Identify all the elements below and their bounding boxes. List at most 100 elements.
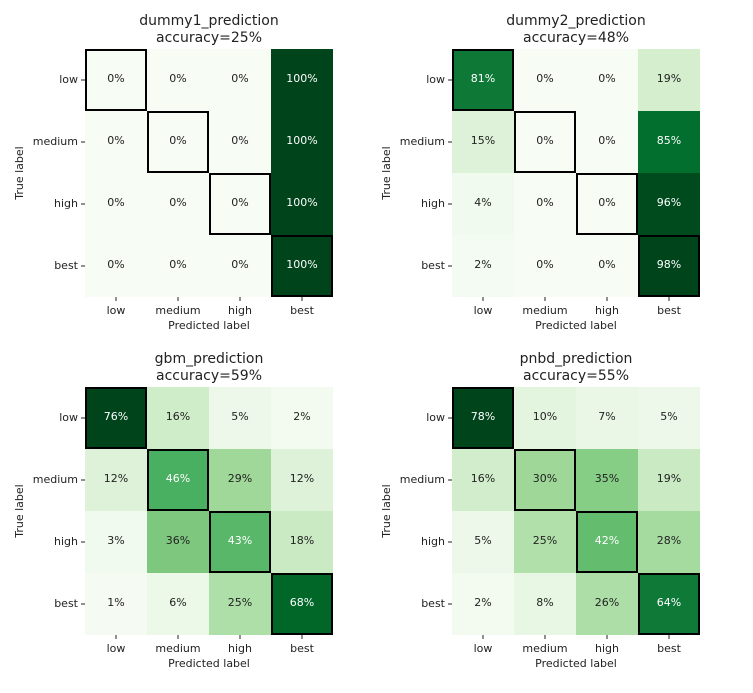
chart-subtitle-accuracy: accuracy=25% [156,30,262,46]
heatmap-cell [638,111,700,173]
heatmap-cell [452,111,514,173]
diagonal-cell-outline [271,573,333,635]
cell-value-label: 30% [533,472,557,485]
heatmap-cell [576,173,638,235]
x-tick-label: low [474,642,493,655]
y-axis-label: True label [13,484,26,538]
cell-value-label: 98% [657,258,681,271]
x-tick-label: medium [155,642,200,655]
cell-value-label: 0% [598,196,615,209]
y-axis-label: True label [380,484,393,538]
y-tick-label: low [59,73,78,86]
cell-value-label: 19% [657,72,681,85]
cell-value-label: 0% [598,258,615,271]
y-tick-label: medium [33,135,78,148]
cell-value-label: 0% [107,258,124,271]
cell-value-label: 0% [231,258,248,271]
cell-value-label: 85% [657,134,681,147]
cell-value-label: 36% [166,534,190,547]
heatmap-cell [514,387,576,449]
cell-value-label: 5% [231,410,248,423]
x-axis-label: Predicted label [168,319,250,332]
heatmap-cell [209,573,271,635]
chart-subtitle-accuracy: accuracy=48% [523,30,629,46]
cell-value-label: 5% [474,534,491,547]
diagonal-cell-outline [638,235,700,297]
cell-value-label: 0% [231,134,248,147]
cell-value-label: 6% [169,596,186,609]
heatmap-cell [452,387,514,449]
heatmap-cell [576,573,638,635]
heatmap-cell [209,511,271,573]
cell-value-label: 8% [536,596,553,609]
heatmap-cell [514,511,576,573]
cell-value-label: 0% [169,72,186,85]
heatmap-cell [576,511,638,573]
diagonal-cell-outline [638,573,700,635]
heatmap-cell [514,449,576,511]
cell-value-label: 81% [471,72,495,85]
cell-value-label: 16% [166,410,190,423]
chart-title: dummy2_prediction [506,13,645,29]
x-tick-label: high [228,642,252,655]
cell-value-label: 19% [657,472,681,485]
heatmap-cell [638,511,700,573]
y-tick-label: medium [400,473,445,486]
y-axis-label: True label [380,146,393,200]
x-tick-label: best [657,642,681,655]
y-tick-label: best [421,597,445,610]
cell-value-label: 3% [107,534,124,547]
cell-value-label: 64% [657,596,681,609]
cell-value-label: 76% [104,410,128,423]
cell-value-label: 2% [474,258,491,271]
y-tick-label: medium [400,135,445,148]
cell-value-label: 0% [107,72,124,85]
cell-value-label: 7% [598,410,615,423]
chart-subtitle-accuracy: accuracy=59% [156,368,262,384]
heatmap-cell [147,111,209,173]
heatmap-cell [576,49,638,111]
cell-value-label: 100% [286,196,317,209]
y-tick-label: best [421,259,445,272]
heatmap-cell [271,235,333,297]
confusion-matrix-panel: 0% 0% 0% 100% 0% 0% 0% 100% 0% 0% 0% 100% 0% 0% 0% 100%… [13,13,333,332]
y-tick-label: best [54,597,78,610]
x-tick-label: low [107,642,126,655]
heatmap-cell [209,235,271,297]
y-tick-label: low [59,411,78,424]
heatmap-cell [147,235,209,297]
x-tick-label: low [474,304,493,317]
cell-value-label: 2% [293,410,310,423]
cell-value-label: 0% [536,258,553,271]
cell-value-label: 4% [474,196,491,209]
heatmap-cell [147,573,209,635]
y-tick-label: high [421,197,445,210]
heatmap-cell [147,49,209,111]
x-tick-label: best [290,642,314,655]
cell-value-label: 28% [657,534,681,547]
cell-value-label: 12% [290,472,314,485]
cell-value-label: 10% [533,410,557,423]
cell-value-label: 100% [286,72,317,85]
diagonal-cell-outline [209,511,271,573]
y-tick-label: low [426,73,445,86]
x-tick-label: medium [522,642,567,655]
cell-value-label: 0% [169,196,186,209]
y-tick-label: best [54,259,78,272]
x-tick-label: high [595,642,619,655]
diagonal-cell-outline [514,111,576,173]
diagonal-cell-outline [452,387,514,449]
diagonal-cell-outline [514,449,576,511]
heatmap-cell [85,573,147,635]
cell-value-label: 68% [290,596,314,609]
cell-value-label: 2% [474,596,491,609]
cell-value-label: 0% [536,134,553,147]
cell-value-label: 0% [598,72,615,85]
heatmap-cell [514,111,576,173]
cell-value-label: 96% [657,196,681,209]
y-tick-label: low [426,411,445,424]
cell-value-label: 0% [231,72,248,85]
heatmap-cell [85,49,147,111]
heatmap-cell [209,49,271,111]
